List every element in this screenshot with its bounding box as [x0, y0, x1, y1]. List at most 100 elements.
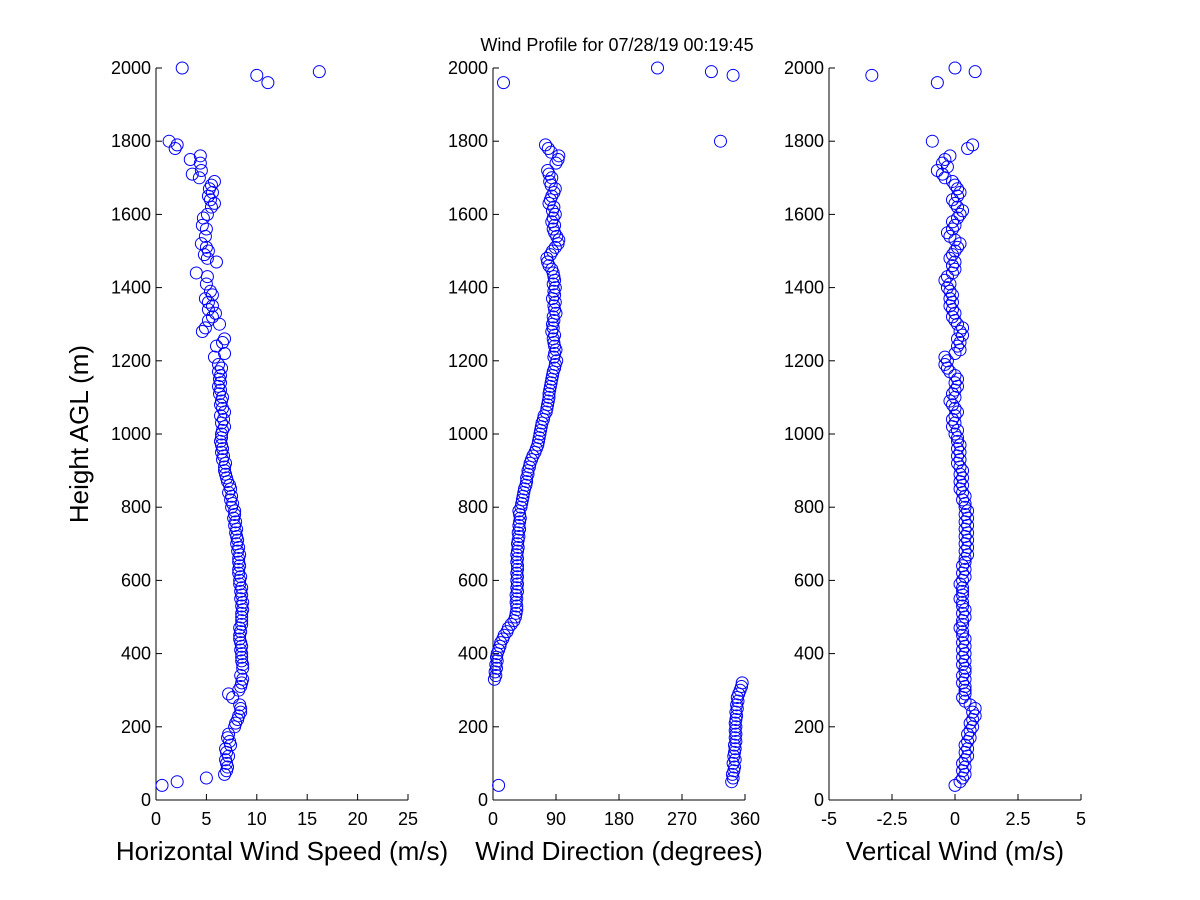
speed-data-point: [205, 299, 219, 313]
vertical-data-point: [948, 61, 962, 75]
vertical-data-point: [940, 354, 954, 368]
direction-data-point: [546, 211, 560, 225]
speed-x-tick-label: 0: [151, 809, 161, 829]
vertical-data-point: [948, 376, 962, 390]
vertical-data-point: [945, 248, 959, 262]
speed-x-tick-label: 20: [348, 809, 368, 829]
speed-data-point: [155, 778, 169, 792]
vertical-data-point: [956, 584, 970, 598]
speed-data-point: [211, 379, 225, 393]
vertical-data-point: [956, 595, 970, 609]
vertical-panel: 0 200 400 600 800 1000 1200 1400 1600 1800 2000 -5 -…: [784, 58, 1086, 866]
vertical-data-point: [948, 218, 962, 232]
speed-data-point: [232, 555, 246, 569]
vertical-data-point: [966, 705, 980, 719]
speed-data-point: [232, 540, 246, 554]
speed-data-point: [207, 174, 221, 188]
speed-y-tick-label: 600: [121, 570, 151, 590]
speed-data-point: [175, 61, 189, 75]
vertical-x-axis-label: Vertical Wind (m/s): [846, 836, 1064, 866]
vertical-data-point: [948, 178, 962, 192]
vertical-data-point: [953, 325, 967, 339]
direction-x-axis-label: Wind Direction (degrees): [475, 836, 763, 866]
speed-y-tick-label: 800: [121, 497, 151, 517]
direction-data-point: [494, 636, 508, 650]
speed-data-point: [312, 65, 326, 79]
speed-data-point: [233, 698, 247, 712]
direction-y-tick-label: 1200: [448, 351, 488, 371]
speed-data-point: [217, 412, 231, 426]
direction-data-point: [548, 295, 562, 309]
vertical-data-point: [943, 229, 957, 243]
vertical-data-point: [951, 182, 965, 196]
direction-data-point: [539, 138, 552, 152]
vertical-x-tick-label: -2.5: [876, 809, 907, 829]
speed-data-point: [235, 614, 249, 628]
speed-data-point: [235, 610, 249, 624]
vertical-y-tick-label: 1200: [784, 351, 824, 371]
speed-data-point: [208, 306, 222, 320]
vertical-data-point: [958, 672, 972, 686]
speed-data-point: [214, 409, 228, 423]
vertical-x-tick-label: 2.5: [1005, 809, 1030, 829]
vertical-data-point: [958, 694, 972, 708]
speed-data-point: [261, 76, 275, 90]
vertical-data-point: [948, 427, 962, 441]
speed-data-point: [203, 284, 217, 298]
direction-y-tick-label: 1400: [448, 278, 488, 298]
vertical-data-point: [951, 434, 965, 448]
direction-data-point: [548, 207, 562, 221]
vertical-data-point: [956, 617, 970, 631]
vertical-data-point: [966, 138, 980, 152]
speed-data-point: [216, 336, 230, 349]
speed-y-tick-label: 1800: [111, 131, 151, 151]
vertical-data-point: [945, 398, 959, 412]
speed-data-point: [235, 650, 249, 664]
direction-y-tick-label: 0: [478, 790, 488, 810]
direction-x-tick-label: 180: [604, 809, 634, 829]
speed-data-point: [222, 749, 236, 763]
direction-data-point: [520, 475, 534, 489]
direction-data-point: [552, 149, 566, 163]
speed-y-tick-label: 200: [121, 717, 151, 737]
speed-y-tick-label: 400: [121, 644, 151, 664]
vertical-data-point: [968, 709, 982, 723]
speed-data-point: [195, 218, 209, 232]
speed-y-tick-label: 1600: [111, 204, 151, 224]
speed-data-point: [234, 669, 248, 683]
vertical-y-tick-label: 1400: [784, 278, 824, 298]
speed-data-point: [196, 211, 210, 225]
vertical-data-point: [951, 211, 965, 225]
speed-data-point: [170, 775, 184, 789]
direction-y-tick-label: 1600: [448, 204, 488, 224]
speed-data-point: [192, 171, 206, 185]
vertical-data-point: [945, 222, 959, 236]
speed-data-point: [233, 621, 247, 635]
speed-data-point: [228, 508, 242, 522]
speed-data-point: [225, 489, 239, 503]
speed-data-point: [205, 185, 219, 199]
vertical-y-tick-label: 600: [794, 570, 824, 590]
direction-data-point: [550, 354, 564, 368]
direction-data-point: [521, 467, 535, 481]
direction-x-tick-label: 360: [730, 809, 760, 829]
speed-data-point: [236, 595, 250, 609]
vertical-data-point: [943, 149, 957, 163]
direction-data-point: [714, 134, 727, 148]
speed-data-point: [217, 449, 231, 463]
speed-data-point: [233, 632, 247, 646]
speed-data-point: [236, 661, 250, 675]
vertical-data-point: [956, 606, 970, 620]
direction-data-point: [552, 233, 566, 247]
direction-data-point: [545, 171, 559, 185]
speed-data-point: [211, 365, 225, 379]
vertical-data-point: [948, 196, 962, 210]
vertical-x-tick-label: -5: [821, 809, 837, 829]
speed-data-point: [229, 515, 243, 529]
speed-data-point: [198, 292, 212, 306]
vertical-data-point: [951, 200, 965, 214]
speed-data-point: [218, 346, 232, 360]
direction-data-point: [545, 262, 559, 276]
